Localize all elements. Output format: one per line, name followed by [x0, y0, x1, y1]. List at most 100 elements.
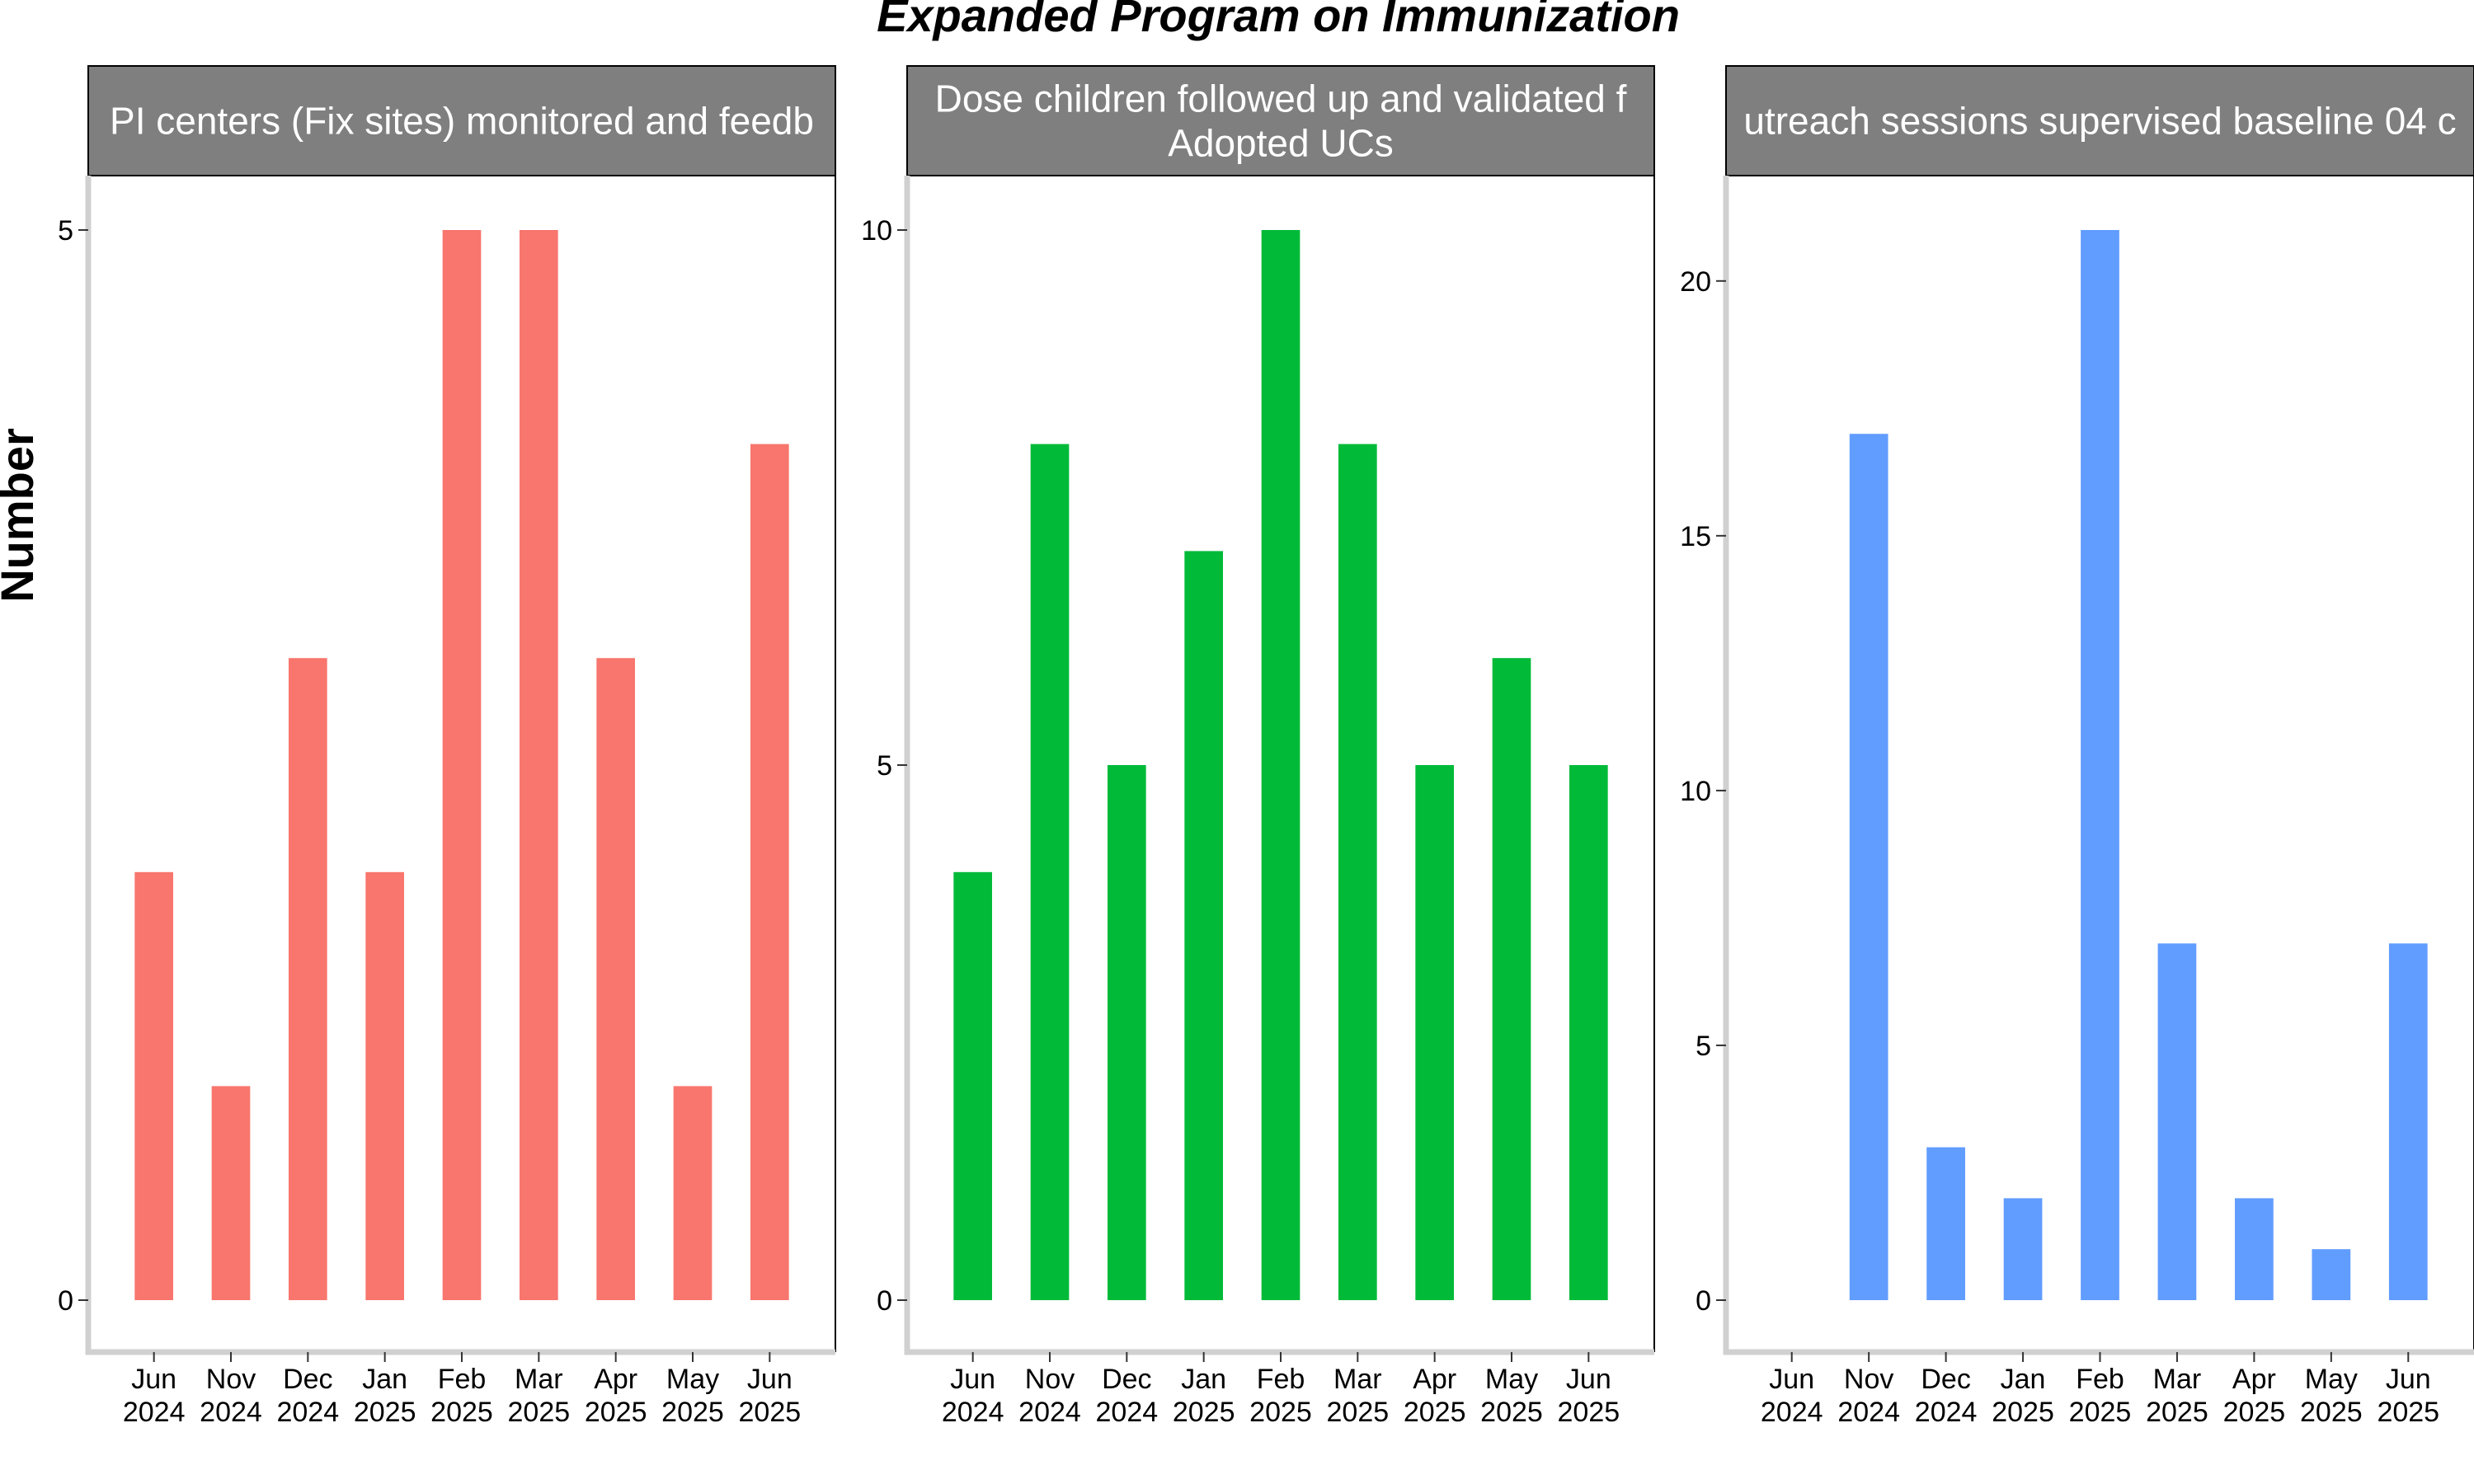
y-tick-label: 0 — [877, 1285, 892, 1317]
bar-apr-2025 — [596, 658, 635, 1300]
x-tick-year: 2025 — [1992, 1397, 2054, 1428]
x-tick-label: Jun 2024 — [942, 1364, 1004, 1428]
facet-panel-3: utreach sessions supervised baseline 04 … — [1680, 65, 2474, 1428]
bar-jun-2024 — [953, 871, 992, 1300]
x-tick-month: Feb — [2076, 1364, 2124, 1395]
x-tick-year: 2025 — [2377, 1397, 2439, 1428]
facet-strip-label: utreach sessions supervised baseline 04 … — [1743, 100, 2456, 143]
x-tick-month: Mar — [1333, 1364, 1382, 1395]
x-tick-label: Jun 2025 — [2377, 1364, 2439, 1428]
x-tick-label: Jun 2024 — [123, 1364, 186, 1428]
x-tick-year: 2025 — [2146, 1397, 2208, 1428]
x-tick-label: Mar 2025 — [1327, 1364, 1390, 1428]
y-tick-label: 5 — [877, 750, 892, 782]
facet-panel-1: PI centers (Fix sites) monitored and fee… — [58, 65, 836, 1428]
facet-strip — [87, 65, 836, 176]
x-tick-month: May — [1485, 1364, 1538, 1395]
facet-strip-label: Dose children followed up and validated … — [935, 77, 1627, 120]
x-tick-label: May 2025 — [2300, 1364, 2363, 1428]
x-tick-month: Mar — [515, 1364, 563, 1395]
x-tick-label: Feb 2025 — [2069, 1364, 2132, 1428]
facet-strip-text-group: Dose children followed up and validated … — [935, 77, 1627, 165]
x-tick-month: Feb — [1257, 1364, 1305, 1395]
x-tick-year: 2025 — [2069, 1397, 2132, 1428]
x-tick-label: Mar 2025 — [2146, 1364, 2208, 1428]
x-tick-year: 2024 — [1018, 1397, 1081, 1428]
x-tick-year: 2025 — [2300, 1397, 2363, 1428]
y-tick-label: 0 — [58, 1285, 73, 1317]
bar-feb-2025 — [2081, 230, 2119, 1300]
facet-strip-label: Adopted UCs — [1168, 122, 1394, 165]
x-tick-month: Dec — [1102, 1364, 1151, 1395]
x-tick-label: Dec 2024 — [1915, 1364, 1978, 1428]
bar-apr-2025 — [2235, 1198, 2274, 1300]
x-tick-year: 2025 — [1327, 1397, 1390, 1428]
bar-may-2025 — [673, 1086, 713, 1300]
x-tick-label: Nov 2024 — [200, 1364, 262, 1428]
bar-jan-2025 — [365, 871, 404, 1300]
bar-feb-2025 — [442, 230, 482, 1300]
bar-may-2025 — [1492, 658, 1531, 1300]
facet-strip-label: PI centers (Fix sites) monitored and fee… — [110, 100, 814, 143]
x-tick-month: Jan — [362, 1364, 407, 1395]
y-tick-label: 5 — [58, 215, 73, 247]
x-tick-label: Jan 2025 — [1992, 1364, 2054, 1428]
x-tick-month: Dec — [1921, 1364, 1970, 1395]
facet-strip — [1725, 65, 2474, 176]
bar-nov-2024 — [1030, 444, 1070, 1300]
bar-jun-2025 — [2388, 943, 2428, 1300]
x-tick-year: 2025 — [508, 1397, 571, 1428]
x-tick-label: Jun 2024 — [1761, 1364, 1823, 1428]
facet-panel-2: Dose children followed up and validated … — [861, 65, 1655, 1428]
bar-mar-2025 — [2157, 943, 2197, 1300]
bar-may-2025 — [2312, 1249, 2351, 1300]
x-tick-month: Nov — [1844, 1364, 1893, 1395]
x-tick-year: 2025 — [1173, 1397, 1235, 1428]
x-tick-label: Apr 2025 — [2223, 1364, 2286, 1428]
x-tick-year: 2025 — [585, 1397, 647, 1428]
x-tick-month: Jun — [1566, 1364, 1611, 1395]
bar-nov-2024 — [1849, 434, 1888, 1301]
x-tick-label: Mar 2025 — [508, 1364, 571, 1428]
y-tick-label: 20 — [1680, 266, 1711, 298]
facet-strip — [906, 65, 1655, 176]
x-tick-label: Feb 2025 — [430, 1364, 493, 1428]
y-tick-label: 10 — [1680, 776, 1711, 807]
y-tick-label: 0 — [1696, 1285, 1711, 1317]
x-tick-label: Nov 2024 — [1837, 1364, 1900, 1428]
x-tick-label: Jan 2025 — [354, 1364, 416, 1428]
x-tick-month: Nov — [1025, 1364, 1075, 1395]
x-tick-year: 2025 — [1558, 1397, 1620, 1428]
y-tick-label: 5 — [1696, 1031, 1711, 1062]
x-tick-month: Jun — [2386, 1364, 2431, 1395]
x-tick-year: 2024 — [200, 1397, 262, 1428]
x-tick-year: 2024 — [123, 1397, 186, 1428]
bar-apr-2025 — [1415, 765, 1454, 1300]
x-tick-label: Nov 2024 — [1018, 1364, 1081, 1428]
x-tick-month: May — [666, 1364, 719, 1395]
x-tick-month: Jan — [2001, 1364, 2046, 1395]
x-tick-month: Jun — [747, 1364, 793, 1395]
facet-strip-text-group: PI centers (Fix sites) monitored and fee… — [110, 100, 814, 143]
x-tick-year: 2024 — [1761, 1397, 1823, 1428]
x-tick-month: Apr — [594, 1364, 637, 1395]
x-tick-label: Feb 2025 — [1249, 1364, 1312, 1428]
x-tick-label: May 2025 — [661, 1364, 724, 1428]
x-tick-label: Apr 2025 — [1404, 1364, 1466, 1428]
bar-jun-2025 — [1569, 765, 1608, 1300]
x-tick-month: May — [2305, 1364, 2358, 1395]
bar-jun-2024 — [134, 871, 173, 1300]
x-tick-year: 2024 — [277, 1397, 340, 1428]
x-tick-year: 2025 — [661, 1397, 724, 1428]
x-tick-year: 2025 — [2223, 1397, 2286, 1428]
x-tick-year: 2025 — [430, 1397, 493, 1428]
bar-jun-2025 — [750, 444, 789, 1300]
x-tick-year: 2025 — [1404, 1397, 1466, 1428]
x-tick-month: Dec — [283, 1364, 332, 1395]
bar-feb-2025 — [1261, 230, 1300, 1300]
x-tick-month: Jun — [131, 1364, 176, 1395]
x-tick-label: Apr 2025 — [585, 1364, 647, 1428]
x-tick-label: Jan 2025 — [1173, 1364, 1235, 1428]
x-tick-year: 2025 — [1480, 1397, 1543, 1428]
